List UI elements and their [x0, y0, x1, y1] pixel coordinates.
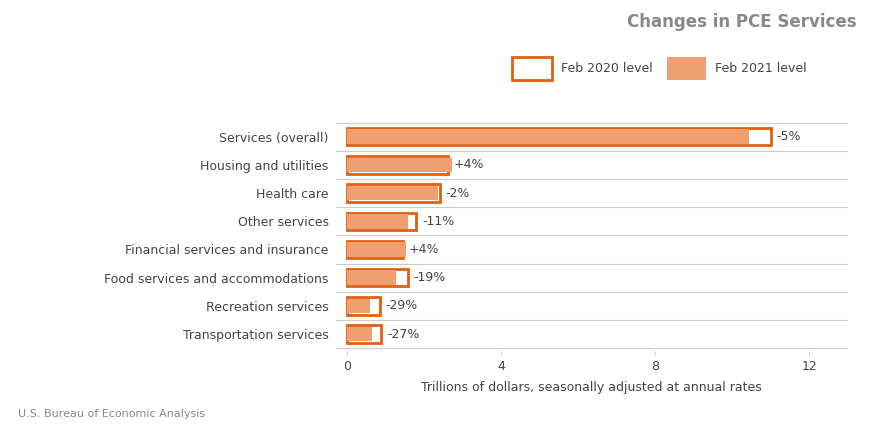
- FancyBboxPatch shape: [347, 158, 452, 172]
- FancyBboxPatch shape: [347, 213, 417, 230]
- FancyBboxPatch shape: [347, 325, 381, 343]
- Text: -27%: -27%: [387, 327, 419, 341]
- FancyBboxPatch shape: [347, 129, 750, 144]
- Text: -5%: -5%: [776, 130, 801, 143]
- FancyBboxPatch shape: [347, 156, 448, 174]
- FancyBboxPatch shape: [347, 186, 438, 200]
- FancyBboxPatch shape: [347, 297, 380, 315]
- FancyBboxPatch shape: [347, 242, 405, 257]
- FancyBboxPatch shape: [347, 270, 396, 285]
- Text: -29%: -29%: [385, 299, 418, 312]
- Text: Feb 2020 level: Feb 2020 level: [561, 62, 653, 75]
- FancyBboxPatch shape: [347, 241, 404, 258]
- Text: U.S. Bureau of Economic Analysis: U.S. Bureau of Economic Analysis: [18, 410, 205, 419]
- Text: Feb 2021 level: Feb 2021 level: [715, 62, 807, 75]
- FancyBboxPatch shape: [347, 269, 408, 286]
- FancyBboxPatch shape: [347, 299, 370, 313]
- Text: Changes in PCE Services: Changes in PCE Services: [627, 13, 857, 31]
- X-axis label: Trillions of dollars, seasonally adjusted at annual rates: Trillions of dollars, seasonally adjuste…: [421, 381, 762, 394]
- FancyBboxPatch shape: [347, 214, 408, 229]
- FancyBboxPatch shape: [347, 128, 771, 146]
- Text: -19%: -19%: [413, 271, 446, 284]
- Text: -11%: -11%: [422, 215, 455, 228]
- FancyBboxPatch shape: [347, 184, 440, 202]
- Text: +4%: +4%: [454, 158, 484, 172]
- Text: +4%: +4%: [409, 243, 440, 256]
- Text: -2%: -2%: [445, 187, 470, 199]
- FancyBboxPatch shape: [347, 327, 372, 342]
